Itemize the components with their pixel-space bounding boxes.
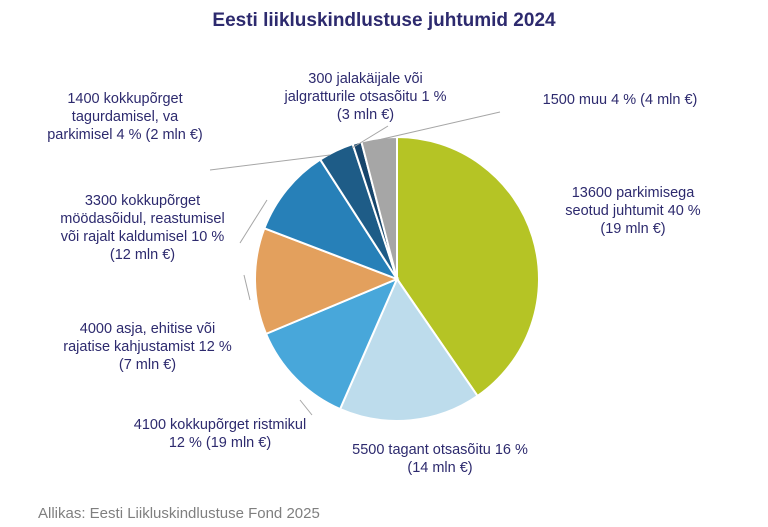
chart-title: Eesti liikluskindlustuse juhtumid 2024 <box>212 10 556 31</box>
source-note: Allikas: Eesti Liikluskindlustuse Fond 2… <box>38 505 320 522</box>
leader-line <box>239 199 268 244</box>
leader-line <box>209 154 331 171</box>
pie-slice-other <box>360 135 398 280</box>
slice-label-property-damage: 4000 asja, ehitise või rajatise kahjusta… <box>63 321 232 373</box>
pie-slice-overtaking <box>263 158 400 282</box>
slice-label-intersection: 4100 kokkupõrget ristmikul 12 % (19 mln … <box>133 417 307 451</box>
slice-label-rear-end: 5500 tagant otsasõitu 16 % (14 mln €) <box>352 442 528 476</box>
slice-label-reversing: 1400 kokkupõrget tagurdamisel, va parkim… <box>47 91 203 143</box>
leader-line <box>299 399 313 416</box>
leader-line <box>243 274 251 301</box>
slice-label-overtaking: 3300 kokkupõrget möödasõidul, reastumise… <box>60 193 225 263</box>
leader-line <box>377 111 501 141</box>
pie-slice-parking <box>396 135 540 398</box>
slice-label-parking: 13600 parkimisega seotud juhtumit 40 % (… <box>565 185 701 237</box>
pie-slice-intersection <box>264 277 399 411</box>
slice-label-pedestrian: 300 jalakäijale või jalgratturile otsasõ… <box>284 71 447 123</box>
leader-line <box>351 125 389 149</box>
pie-slice-rear-end <box>338 276 479 422</box>
pie-slice-property-damage <box>254 227 400 336</box>
slice-label-other: 1500 muu 4 % (4 mln €) <box>542 92 698 108</box>
